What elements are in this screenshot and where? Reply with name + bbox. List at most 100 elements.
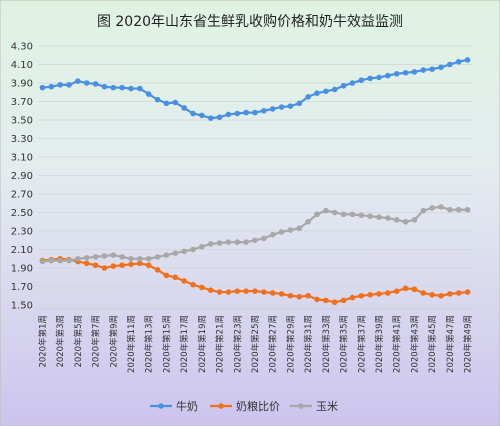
x-tick-label: 2020年第13周 <box>144 315 155 373</box>
data-point <box>385 215 391 221</box>
data-point <box>145 262 152 269</box>
x-tick-label: 2020年第15周 <box>161 315 172 373</box>
data-point <box>314 296 320 303</box>
data-point <box>358 212 365 219</box>
data-point <box>287 292 294 299</box>
data-point <box>296 100 303 107</box>
data-point <box>190 246 196 253</box>
gridlines <box>38 45 472 306</box>
y-axis: 4.30 4.10 3.90 3.70 3.50 3.30 3.10 2.90 2.70 2.50… <box>11 42 33 312</box>
x-axis: 2020年第1周 2020年第3周 2020年第5周 2020年第7周 2020年第9周… <box>37 308 474 373</box>
data-point <box>110 84 117 91</box>
data-point <box>367 292 373 298</box>
x-tick-label: 2020年第17周 <box>179 315 190 373</box>
data-point <box>163 100 170 107</box>
data-point <box>323 207 329 214</box>
data-point <box>92 262 99 269</box>
data-point <box>296 225 303 232</box>
data-point <box>349 294 356 301</box>
data-point <box>331 299 338 306</box>
data-point <box>83 80 90 86</box>
data-point <box>252 237 258 244</box>
data-point <box>411 286 418 293</box>
data-point <box>92 254 99 260</box>
data-point <box>145 91 152 97</box>
legend-label: 玉米 <box>316 400 338 413</box>
data-point <box>385 72 391 79</box>
x-tick-label: 2020年第5周 <box>73 315 84 368</box>
data-point <box>119 84 125 91</box>
data-point <box>75 78 81 84</box>
data-point <box>154 96 161 103</box>
y-tick-label: 3.70 <box>11 97 33 108</box>
data-point <box>243 109 249 116</box>
data-point <box>225 289 232 295</box>
x-tick-label: 2020年第47周 <box>445 315 456 373</box>
data-point <box>216 289 223 295</box>
data-point <box>48 257 55 264</box>
y-tick-label: 3.90 <box>11 79 33 90</box>
data-point <box>411 69 418 75</box>
data-point <box>438 292 444 299</box>
data-point <box>367 75 373 82</box>
x-tick-label: 2020年第39周 <box>374 315 385 373</box>
data-point <box>323 88 329 95</box>
x-tick-label: 2020年第33周 <box>321 315 332 373</box>
data-point <box>39 258 46 265</box>
data-point <box>340 82 347 89</box>
y-tick-label: 4.30 <box>11 42 33 53</box>
data-point <box>402 70 409 76</box>
x-tick-label: 2020年第37周 <box>356 315 367 373</box>
data-point <box>323 297 329 304</box>
data-point <box>110 252 117 258</box>
data-point <box>225 111 232 118</box>
x-tick-label: 2020年第3周 <box>55 315 66 368</box>
data-point <box>464 57 471 63</box>
data-point <box>101 83 108 90</box>
data-point <box>119 254 125 260</box>
data-point <box>128 85 134 92</box>
x-tick-label: 2020年第45周 <box>427 315 438 373</box>
x-tick-label: 2020年第11周 <box>126 315 137 373</box>
series-3 <box>39 204 471 265</box>
y-tick-label: 2.50 <box>11 208 33 219</box>
x-tick-label: 2020年第7周 <box>91 315 102 368</box>
x-tick-label: 2020年第27周 <box>268 315 279 373</box>
y-tick-label: 2.30 <box>11 227 33 238</box>
data-point <box>447 206 453 213</box>
data-point <box>66 257 72 264</box>
data-point <box>420 207 427 214</box>
data-point <box>252 109 258 116</box>
x-tick-label: 2020年第29周 <box>285 315 296 373</box>
legend-item: 奶粮比价 <box>210 399 280 413</box>
data-point <box>464 206 471 213</box>
data-point <box>66 82 72 88</box>
data-point <box>305 94 311 100</box>
y-tick-label: 1.70 <box>11 282 33 293</box>
data-point <box>376 74 382 81</box>
data-point <box>154 267 161 273</box>
legend-marker <box>218 403 224 409</box>
data-point <box>163 272 170 279</box>
data-point <box>287 103 294 109</box>
data-point <box>438 204 444 210</box>
y-tick-label: 3.30 <box>11 134 33 145</box>
y-tick-label: 1.90 <box>11 264 33 275</box>
data-point <box>57 82 63 88</box>
data-point <box>207 287 214 294</box>
data-point <box>225 239 232 245</box>
data-point <box>128 255 134 262</box>
data-point <box>199 243 205 250</box>
x-tick-label: 2020年第25周 <box>250 315 261 373</box>
data-point <box>57 257 63 264</box>
data-point <box>376 214 382 220</box>
data-point <box>420 67 427 73</box>
data-point <box>261 235 267 242</box>
data-point <box>429 66 435 72</box>
data-point <box>172 250 179 256</box>
data-point <box>393 288 400 294</box>
x-tick-label: 2020年第31周 <box>303 315 314 373</box>
data-point <box>305 292 311 299</box>
y-tick-label: 2.10 <box>11 245 33 256</box>
data-point <box>438 64 444 71</box>
